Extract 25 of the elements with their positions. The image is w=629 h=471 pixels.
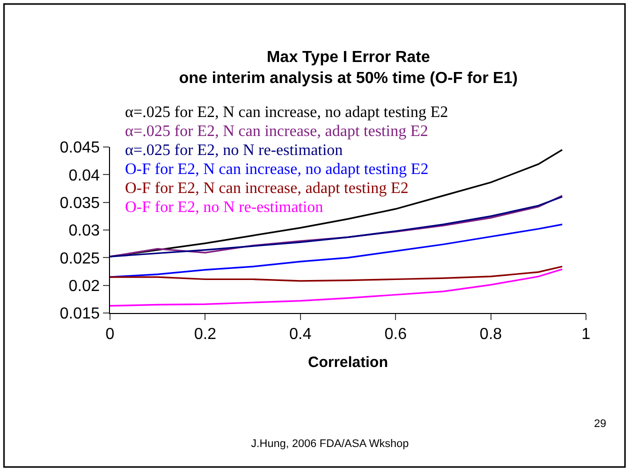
text: α=.025 for E2, N can increase, adapt testing E2 [125,123,428,140]
x-tick-label: 0.2 [194,326,216,344]
x-tick-label: 1 [582,326,591,344]
x-tick-label: 0.4 [289,326,312,344]
x-tick-label: 0 [106,326,115,344]
line-series [110,266,563,282]
text: α=.025 for E2, no N re-estimation [125,142,343,159]
text: O-F for E2, N can increase, adapt testing E2 [125,180,408,197]
x-tick-label: 0.8 [480,326,502,344]
x-axis-title: Correlation [308,354,388,372]
text: J.Hung, 2006 FDA/ASA Wkshop [251,438,409,450]
y-tick-label: 0.035 [60,194,100,212]
text: α=.025 for E2, N can increase, no adapt testing E2 [125,104,448,121]
chart-title: Max Type I Error Rate one interim analysis at 50% time (O-F for E1) [179,49,518,87]
y-tick-label: 0.045 [60,140,100,157]
line-series [110,268,563,307]
text: 29 [594,418,606,430]
text: O-F for E2, no N re-estimation [125,199,324,216]
y-tick-label: 0.015 [60,306,100,323]
y-tick-label: 0.02 [68,278,100,295]
y-tick-label: 0.04 [68,167,100,184]
y-tick-label: 0.025 [60,250,100,268]
text: O-F for E2, N can increase, no adapt testing E2 [125,161,428,178]
y-tick-label: 0.03 [68,222,100,240]
x-tick-label: 0.6 [384,326,407,344]
